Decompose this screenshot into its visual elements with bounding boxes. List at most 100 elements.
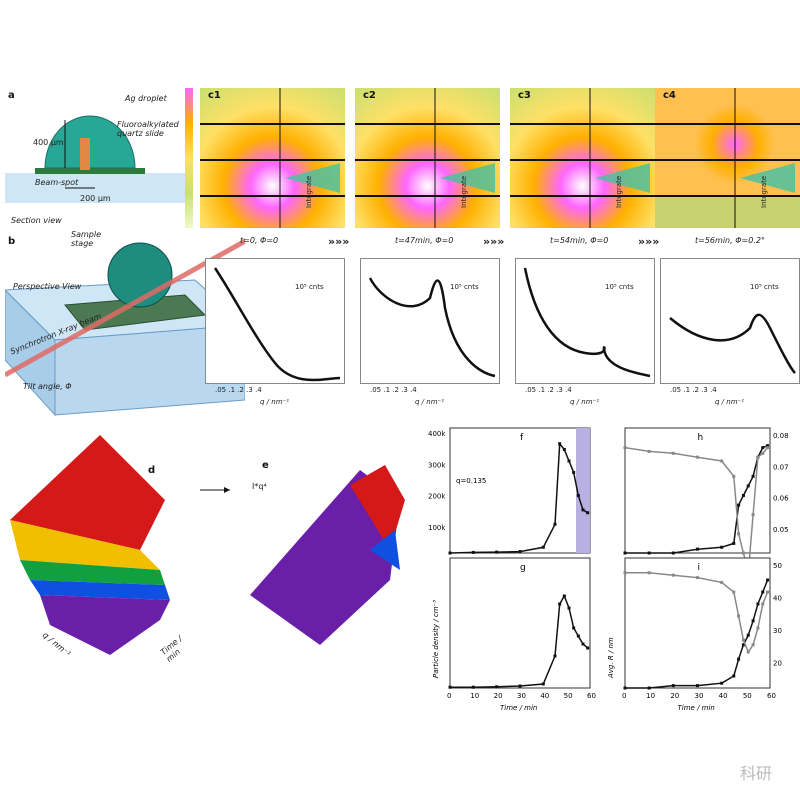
ytick-f-2: 300k <box>428 461 446 469</box>
point-i-0-3 <box>696 684 699 688</box>
point-i-1-12 <box>766 590 770 594</box>
ytick-f-3: 400k <box>428 430 446 438</box>
ylabel-i: Avg. R / nm <box>607 637 615 679</box>
panel-a-drawing <box>5 115 185 203</box>
note-f: q=0.135 <box>456 477 486 485</box>
ytick-f-0: 100k <box>428 524 446 532</box>
point-g-0-1 <box>471 685 475 689</box>
point-h-0-6 <box>737 503 741 507</box>
point-h-0-0 <box>623 551 627 555</box>
point-f-0-3 <box>518 550 522 554</box>
point-i-1-6 <box>737 614 741 618</box>
q-ticks-3: .05 .1 .2 .3 .4 <box>525 386 572 394</box>
point-i-0-9 <box>751 619 755 623</box>
point-h-1-10 <box>756 455 760 459</box>
y2tick-i-2: 30 <box>773 627 782 635</box>
e-formula: I*q⁴ <box>252 482 267 491</box>
chart-title-f: f <box>520 433 524 443</box>
point-i-0-4 <box>720 681 724 685</box>
xtick-g-2: 20 <box>494 692 503 700</box>
xtick-i-4: 40 <box>719 692 728 700</box>
panel-b-letter: b <box>8 236 16 247</box>
y2tick-h-3: 0.05 <box>773 526 789 534</box>
ylabel-g: Particle density / cm⁻³ <box>432 600 440 678</box>
point-f-0-2 <box>495 550 499 554</box>
panel-a: a Ag droplet Fluoroalkylated quartz slid… <box>5 88 185 228</box>
xtick-g-3: 30 <box>517 692 526 700</box>
xtick-i-6: 60 <box>767 692 776 700</box>
chart-frame-g <box>449 557 591 689</box>
xlabel-i: Time / min <box>678 704 715 712</box>
saxs-profile-3 <box>515 258 655 384</box>
point-h-0-11 <box>761 446 765 450</box>
scale-label-1: 10⁵ cnts <box>295 283 324 291</box>
point-f-0-11 <box>581 508 585 512</box>
xtick-g-0: 0 <box>447 692 451 700</box>
point-g-0-7 <box>562 594 566 598</box>
chart-title-g: g <box>520 563 526 573</box>
xtick-g-6: 60 <box>587 692 596 700</box>
point-i-0-5 <box>732 674 736 678</box>
point-h-0-12 <box>766 444 770 448</box>
frame-label-4: c4 <box>663 90 676 101</box>
saxs-image-1 <box>200 88 345 228</box>
point-f-0-0 <box>448 551 452 555</box>
scale-label-4: 10⁵ cnts <box>750 283 779 291</box>
colorbar <box>185 88 193 228</box>
point-g-0-6 <box>558 602 562 606</box>
y2tick-h-1: 0.07 <box>773 463 789 471</box>
point-g-0-9 <box>572 626 576 630</box>
point-i-1-3 <box>696 576 699 580</box>
xtick-g-5: 50 <box>564 692 573 700</box>
saxs-profile-4 <box>660 258 800 384</box>
point-f-0-9 <box>572 471 576 474</box>
saxs-image-3 <box>510 88 655 228</box>
point-i-1-5 <box>732 590 736 594</box>
chart-title-i: i <box>698 563 701 573</box>
point-g-0-11 <box>581 642 585 646</box>
point-i-0-2 <box>671 684 675 688</box>
frame-label-3: c3 <box>518 90 531 101</box>
sample-stage-label: Sample stage <box>71 230 101 248</box>
panel-e-letter: e <box>262 460 269 471</box>
point-h-0-3 <box>696 547 699 551</box>
frame-caption-2: t=47min, Φ=0 <box>395 236 454 245</box>
point-i-0-11 <box>761 590 765 594</box>
panel-d-letter: d <box>148 465 156 476</box>
point-h-0-5 <box>732 541 736 545</box>
line-charts: f q=0.135 100k 200k 300k 400k Time / min g 0 10 20… <box>428 427 789 712</box>
point-g-0-2 <box>495 685 499 689</box>
xtick-i-5: 50 <box>743 692 752 700</box>
saxs-image-2 <box>355 88 500 228</box>
point-g-0-3 <box>518 684 522 688</box>
tilt-angle-label: Tilt angle, Φ <box>23 382 72 391</box>
point-i-1-1 <box>647 571 651 575</box>
point-i-0-12 <box>766 578 770 582</box>
panel-e: e I*q⁴ <box>200 430 410 660</box>
panel-b-drawing <box>5 238 245 417</box>
panel-a-letter: a <box>8 90 15 101</box>
q-ticks-4: .05 .1 .2 .3 .4 <box>670 386 717 394</box>
integrate-label-2: Integrate <box>460 175 468 208</box>
point-h-1-11 <box>761 451 765 455</box>
saxs-image-4 <box>655 88 800 228</box>
point-h-0-9 <box>751 474 755 478</box>
point-h-1-4 <box>720 459 724 463</box>
point-h-0-7 <box>741 494 745 497</box>
point-g-0-4 <box>541 682 545 686</box>
point-i-1-11 <box>761 602 765 606</box>
point-i-0-1 <box>647 686 651 690</box>
saxs-profile-2 <box>360 258 500 384</box>
point-i-1-2 <box>671 573 675 577</box>
point-i-0-10 <box>756 602 760 606</box>
q-axis-label-4: q / nm⁻¹ <box>715 398 745 406</box>
droplet-label: Ag droplet <box>125 94 167 103</box>
xtick-i-2: 20 <box>670 692 679 700</box>
chart-title-h: h <box>698 433 704 443</box>
point-h-1-6 <box>737 532 741 536</box>
slide-label: Fluoroalkylated quartz slide <box>117 120 179 138</box>
point-h-1-12 <box>766 446 770 450</box>
scale-label-2: 10⁵ cnts <box>450 283 479 291</box>
point-i-1-10 <box>756 626 760 630</box>
point-f-0-10 <box>576 494 580 497</box>
